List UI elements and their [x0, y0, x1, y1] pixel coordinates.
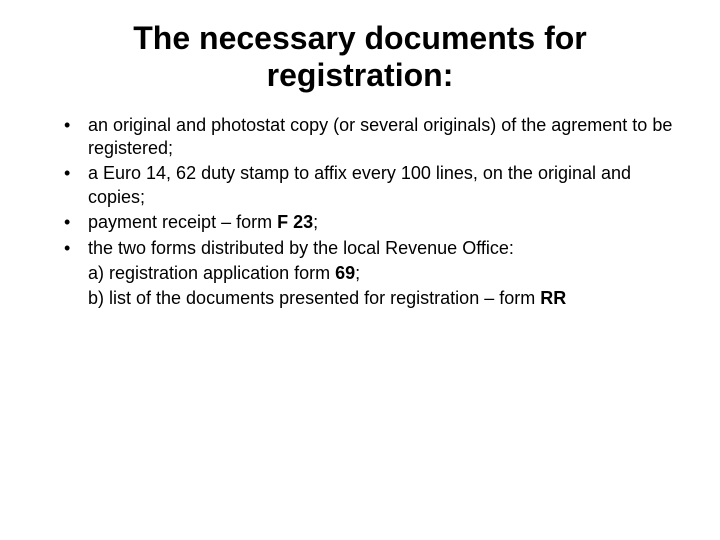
list-item-text-pre: payment receipt – form [88, 212, 277, 232]
sub-item-text-post: ; [355, 263, 360, 283]
sub-item-text-bold: 69 [335, 263, 355, 283]
list-item-text-post: ; [313, 212, 318, 232]
sub-item: a) registration application form 69; [88, 262, 680, 285]
list-item: the two forms distributed by the local R… [60, 237, 680, 260]
list-item: payment receipt – form F 23; [60, 211, 680, 234]
sub-item-text-bold: RR [540, 288, 566, 308]
sub-item-text-pre: b) list of the documents presented for r… [88, 288, 540, 308]
list-item: a Euro 14, 62 duty stamp to affix every … [60, 162, 680, 209]
list-item-text: the two forms distributed by the local R… [88, 238, 514, 258]
list-item-text-bold: F 23 [277, 212, 313, 232]
sub-item-text-pre: a) registration application form [88, 263, 335, 283]
sub-item: b) list of the documents presented for r… [88, 287, 680, 310]
list-item: an original and photostat copy (or sever… [60, 114, 680, 161]
list-item-text: a Euro 14, 62 duty stamp to affix every … [88, 163, 631, 206]
list-item-text: an original and photostat copy (or sever… [88, 115, 672, 158]
slide-title: The necessary documents for registration… [40, 20, 680, 94]
title-line-1: The necessary documents for [133, 20, 586, 56]
bullet-list: an original and photostat copy (or sever… [60, 114, 680, 260]
title-line-2: registration: [267, 57, 454, 93]
